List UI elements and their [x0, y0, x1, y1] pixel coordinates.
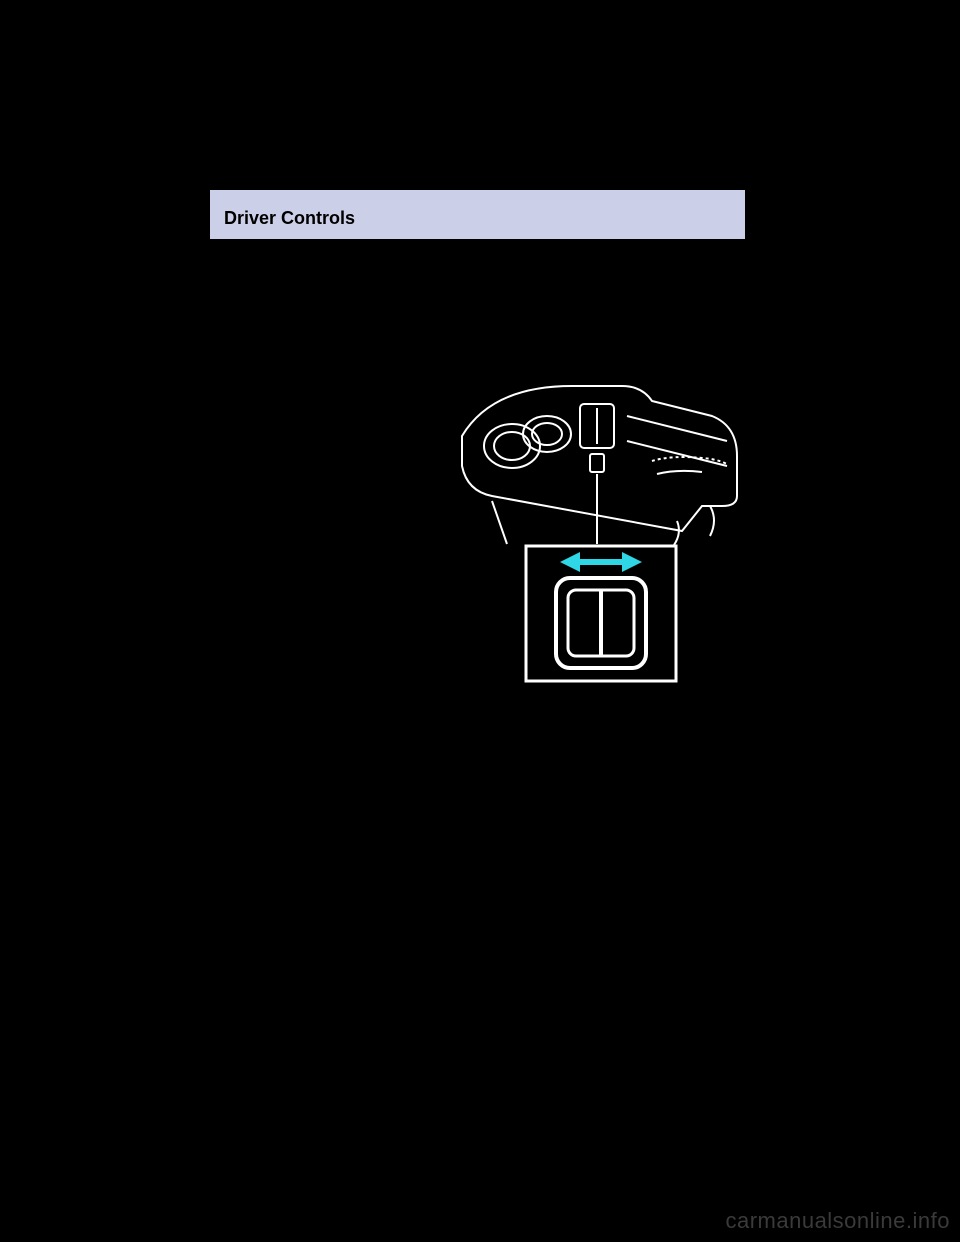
bullet-text: To open three quarters – press and relea… — [224, 479, 440, 540]
bullet-marker: • — [210, 419, 224, 480]
bullet-text: To close one third – press and release t… — [224, 765, 745, 785]
watermark-text: carmanualsonline.info — [725, 1208, 950, 1234]
sunshade-control-illustration — [452, 346, 742, 686]
bullet-item: • To open one third of the way – press a… — [210, 419, 440, 480]
bullet-item: • To close one third – press and release… — [210, 765, 745, 785]
sunshade-open-intro: To open the power sunshade, press and re… — [210, 346, 440, 407]
manual-page: Driver Controls The appearance of your v… — [210, 190, 745, 846]
bullet-marker: • — [210, 765, 224, 785]
bullet-text: To fully open – press and release the co… — [224, 692, 745, 712]
bullet-item: • To fully open – press and release the … — [210, 692, 745, 712]
page-body: The appearance of your vehicle's overhea… — [210, 239, 745, 846]
intro-paragraph: The appearance of your vehicle's overhea… — [210, 257, 745, 298]
bullet-marker: • — [210, 826, 224, 846]
bullet-item: • To fully close – press and release the… — [210, 826, 745, 846]
bullet-marker: • — [210, 479, 224, 540]
section-title: Driver Controls — [224, 208, 731, 229]
section-header: Driver Controls — [210, 190, 745, 239]
bullet-text: To open one third of the way – press and… — [224, 419, 440, 480]
bullet-marker: • — [210, 785, 224, 826]
bullet-marker: • — [210, 692, 224, 712]
page-number: 76 — [210, 1070, 227, 1087]
illustration-column — [452, 346, 745, 692]
content-columns: To open the power sunshade, press and re… — [210, 346, 745, 692]
subsection-title: POWER SUNSHADE (IF EQUIPPED) — [210, 312, 745, 332]
bullet-item: • To close three quarters – press and re… — [210, 785, 745, 826]
bullet-text: To fully close – press and release the c… — [224, 826, 745, 846]
sunshade-close-intro: To close the power sunshade, press and r… — [210, 724, 745, 765]
text-column: To open the power sunshade, press and re… — [210, 346, 440, 692]
bullet-text: To close three quarters – press and rele… — [224, 785, 745, 826]
bullet-item: • To open three quarters – press and rel… — [210, 479, 440, 540]
